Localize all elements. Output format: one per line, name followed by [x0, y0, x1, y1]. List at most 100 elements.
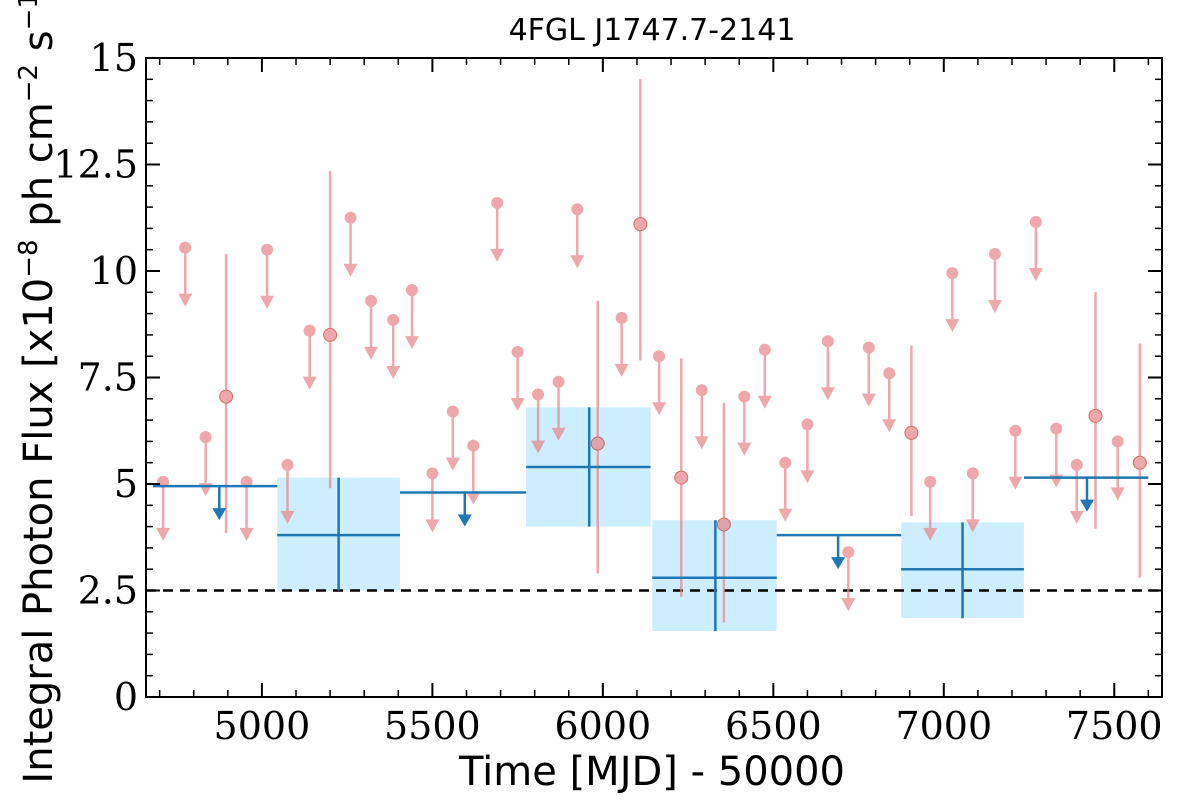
long-bin-arrowhead	[831, 557, 846, 570]
long-bin-detection	[652, 520, 777, 631]
short-bin-upper-limit	[694, 384, 709, 450]
short-bin-upper-limit	[260, 243, 275, 309]
upper-limit-marker	[758, 343, 771, 356]
upper-limit-marker	[1009, 424, 1022, 437]
short-bin-upper-limit	[531, 388, 546, 454]
detection-marker	[904, 425, 919, 440]
short-bin-upper-limit	[510, 345, 525, 411]
long-bin-detection	[277, 477, 400, 591]
short-bin-upper-limit	[965, 467, 980, 533]
short-bin-upper-limit	[778, 456, 793, 522]
long-bin-layer	[152, 407, 1149, 631]
short-bin-upper-limit	[404, 284, 419, 350]
upper-limit-marker	[821, 335, 834, 348]
short-bin-upper-limit	[302, 324, 317, 390]
short-bin-upper-limit	[614, 311, 629, 377]
y-tick-label: 7.5	[78, 356, 138, 400]
upper-limit-marker	[157, 475, 170, 488]
long-bin-upper-limit	[776, 533, 902, 570]
short-bin-upper-limit	[570, 203, 585, 269]
short-bin-upper-limit	[820, 335, 835, 401]
upper-limit-marker	[1050, 422, 1063, 435]
upper-limit-arrowhead	[757, 395, 772, 409]
short-bin-upper-limit	[841, 546, 856, 612]
y-label-part: s	[16, 30, 62, 64]
upper-limit-arrowhead	[570, 255, 585, 269]
y-tick-label: 10	[90, 249, 138, 293]
short-bin-upper-limit	[239, 475, 254, 541]
long-bin-upper-limit	[152, 484, 278, 521]
upper-limit-marker	[988, 247, 1001, 260]
y-axis-label: Integral Photon Flux [x10−8 ph cm−2 s−1]	[14, 0, 62, 784]
short-bin-upper-limit	[1028, 216, 1043, 282]
upper-limit-marker	[179, 241, 192, 254]
upper-limit-arrowhead	[1008, 476, 1023, 490]
upper-limit-marker	[842, 546, 855, 559]
upper-limit-arrowhead	[156, 527, 171, 541]
detection-marker	[219, 389, 234, 404]
upper-limit-arrowhead	[239, 527, 254, 541]
upper-limit-arrowhead	[531, 440, 546, 454]
upper-limit-marker	[532, 388, 545, 401]
short-bin-detection	[1088, 292, 1103, 529]
short-bin-upper-limit	[445, 405, 460, 471]
upper-limit-marker	[615, 311, 628, 324]
upper-limit-marker	[862, 341, 875, 354]
short-bin-upper-limit	[737, 390, 752, 456]
short-bin-upper-limit	[1069, 458, 1084, 524]
short-bin-detection	[323, 170, 338, 489]
upper-limit-arrowhead	[343, 263, 358, 277]
upper-limit-marker	[883, 367, 896, 380]
short-bin-layer	[156, 79, 1147, 623]
upper-limit-marker	[387, 313, 400, 326]
upper-limit-arrowhead	[614, 363, 629, 377]
x-tick-label: 6000	[554, 704, 651, 748]
short-bin-detection	[633, 79, 648, 361]
upper-limit-arrowhead	[466, 491, 481, 505]
detection-marker	[1132, 455, 1147, 470]
short-bin-upper-limit	[156, 475, 171, 541]
short-bin-upper-limit	[280, 458, 295, 524]
detection-marker	[674, 470, 689, 485]
upper-limit-arrowhead	[737, 442, 752, 456]
short-bin-upper-limit	[800, 418, 815, 484]
upper-limit-arrowhead	[178, 293, 193, 307]
upper-limit-arrowhead	[965, 519, 980, 533]
short-bin-upper-limit	[178, 241, 193, 307]
upper-limit-marker	[303, 324, 316, 337]
upper-limit-marker	[199, 431, 212, 444]
upper-limit-arrowhead	[778, 508, 793, 522]
upper-limit-marker	[467, 439, 480, 452]
upper-limit-arrowhead	[923, 527, 938, 541]
upper-limit-marker	[924, 475, 937, 488]
upper-limit-marker	[261, 243, 274, 256]
upper-limit-marker	[695, 384, 708, 397]
y-tick-label: 12.5	[53, 143, 138, 187]
short-bin-detection	[1132, 343, 1147, 578]
short-bin-upper-limit	[923, 475, 938, 541]
upper-limit-marker	[946, 267, 959, 280]
y-label-part: ph cm	[16, 102, 62, 239]
upper-limit-marker	[552, 375, 565, 388]
ticks: 5000 5500 6000 6500 7000 7500 0 2.5 5 7.5 10 12.5 15	[53, 36, 1162, 748]
short-bin-upper-limit	[490, 196, 505, 262]
upper-limit-marker	[365, 294, 378, 307]
upper-limit-arrowhead	[1110, 487, 1125, 501]
long-bin-upper-limit	[400, 491, 527, 527]
short-bin-upper-limit	[425, 467, 440, 533]
upper-limit-arrowhead	[820, 387, 835, 401]
short-bin-upper-limit	[1008, 424, 1023, 490]
x-tick-label: 7500	[1066, 704, 1163, 748]
upper-limit-marker	[511, 345, 524, 358]
x-tick-label: 6500	[725, 704, 822, 748]
long-bin-arrowhead	[212, 508, 227, 521]
upper-limit-marker	[240, 475, 253, 488]
long-bin-detection	[901, 522, 1024, 619]
long-bin-upper-limit	[1023, 476, 1149, 512]
short-bin-upper-limit	[652, 350, 667, 416]
upper-limit-arrowhead	[510, 397, 525, 411]
upper-limit-arrowhead	[551, 427, 566, 441]
y-label-exp: −8	[14, 239, 44, 277]
upper-limit-arrowhead	[652, 402, 667, 416]
long-bin-arrowhead	[1079, 499, 1094, 512]
